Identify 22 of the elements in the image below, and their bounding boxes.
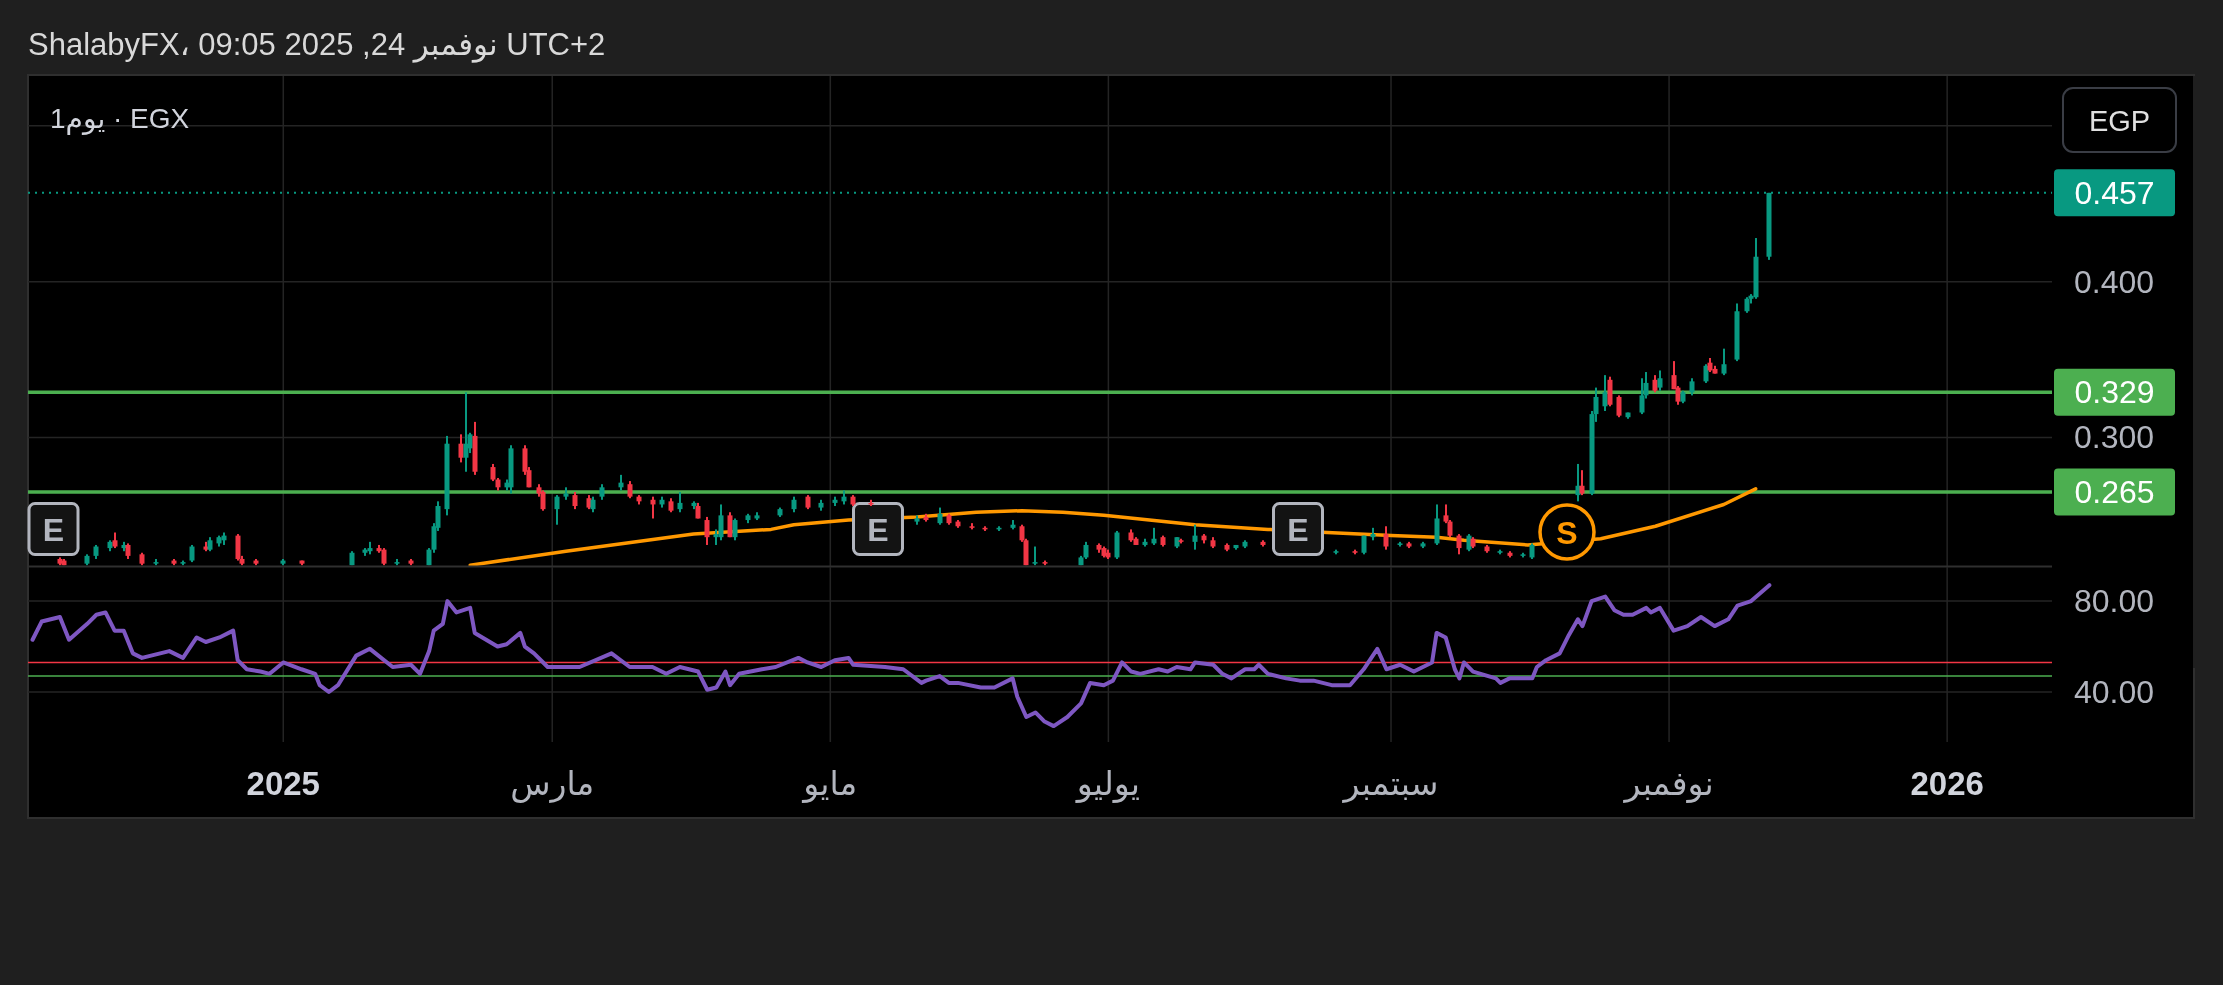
- y-tick-label: 0.300: [2073, 419, 2155, 456]
- x-tick-label: يوليو: [1074, 764, 1141, 803]
- ref-line-label: 0.329: [2074, 374, 2155, 411]
- x-tick-label: نوفمبر: [1622, 764, 1714, 803]
- ref-line-label: 0.265: [2074, 473, 2155, 510]
- text: 1يوم · EGX: [50, 102, 190, 135]
- ref-line-label: 0.457: [2074, 174, 2155, 211]
- x-tick-label: مايو: [801, 764, 858, 803]
- y-tick-label: 40.00: [2073, 674, 2155, 710]
- line-series: [30, 583, 1772, 729]
- x-tick-label: 2026: [1910, 764, 1984, 802]
- annotation: E: [1287, 512, 1309, 548]
- x-tick-label: مارس: [510, 764, 595, 803]
- x-tick-label: سبتمبر: [1341, 764, 1439, 803]
- chart-title: ShalabyFX، نوفمبر 24, 2025 09:05 UTC+2: [28, 26, 606, 63]
- annotation: E: [42, 512, 65, 548]
- y-tick-label: 0.400: [2073, 263, 2155, 300]
- annotation: S: [1556, 515, 1578, 551]
- text: EGP: [2088, 105, 2151, 137]
- annotation: E: [867, 512, 889, 548]
- y-tick-label: 80.00: [2073, 583, 2155, 620]
- x-tick-label: 2025: [246, 764, 320, 802]
